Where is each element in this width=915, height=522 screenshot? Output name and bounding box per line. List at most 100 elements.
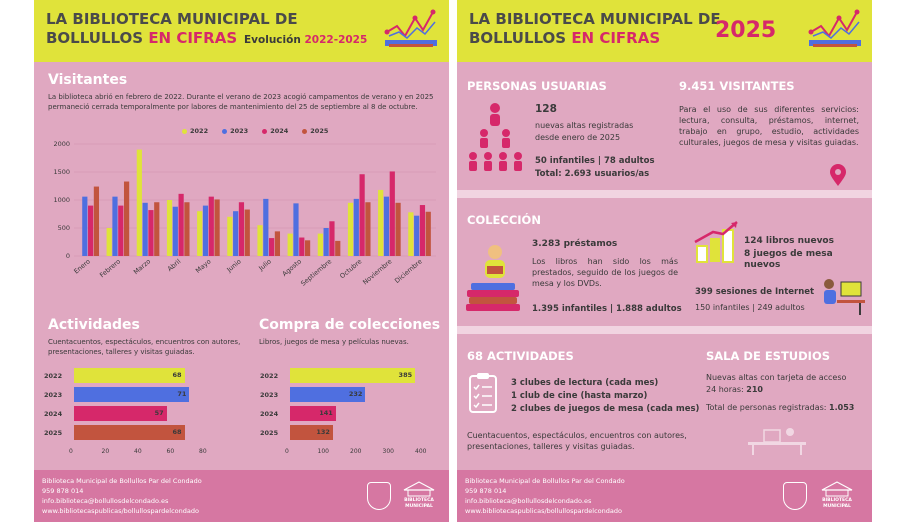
x-tick-label: 0 bbox=[69, 448, 73, 455]
bar-2022-noviembre bbox=[378, 189, 384, 256]
chart-growth-icon bbox=[384, 9, 437, 47]
footer-contact: Biblioteca Municipal de Bollullos Par de… bbox=[465, 476, 625, 516]
library-logo-text: BIBLIOTECA MUNICIPAL bbox=[396, 498, 442, 510]
legend-label: 2025 bbox=[310, 127, 329, 135]
right-header: LA BIBLIOTECA MUNICIPAL DE BOLLULLOS EN … bbox=[457, 0, 872, 62]
legend-label: 2023 bbox=[230, 127, 249, 135]
sala-line1: Nuevas altas con tarjeta de acceso bbox=[706, 373, 847, 382]
visitantes-text: Para el uso de sus diferentes servicios:… bbox=[679, 105, 859, 147]
x-tick-label: Agosto bbox=[281, 257, 303, 278]
legend-2022: 2022 bbox=[182, 127, 208, 135]
bar-2024-noviembre bbox=[389, 171, 395, 256]
study-desk-icon bbox=[748, 428, 806, 455]
bar-2025-abril bbox=[184, 202, 190, 256]
actividades-title: Actividades bbox=[48, 317, 140, 333]
actividades-title: 68 ACTIVIDADES bbox=[467, 349, 574, 363]
bar-2025-noviembre bbox=[395, 202, 401, 256]
location-pin-icon bbox=[830, 164, 846, 186]
bar-2024-febrero bbox=[118, 205, 124, 256]
x-tick-label: Octubre bbox=[338, 257, 363, 280]
actividades-text: Cuentacuentos, espectáculos, encuentros … bbox=[48, 338, 241, 356]
bar-2022-abril bbox=[166, 200, 173, 256]
bar-2023: 71 bbox=[74, 387, 190, 402]
bar-category-label: 2025 bbox=[44, 429, 63, 437]
legend-label: 2024 bbox=[270, 127, 289, 135]
footer-web[interactable]: www.bibliotecaspublicas/bollullospardelc… bbox=[465, 507, 622, 515]
visitantes-text: La biblioteca abrió en febrero de 2022. … bbox=[48, 93, 434, 111]
right-title: LA BIBLIOTECA MUNICIPAL DE BOLLULLOS EN … bbox=[469, 10, 721, 48]
act-line1: 3 clubes de lectura (cada mes) bbox=[511, 378, 659, 388]
coleccion-text: Los libros han sido los más prestados, s… bbox=[532, 257, 678, 288]
bar-2022-mayo bbox=[197, 211, 203, 256]
bar-2025-junio bbox=[244, 209, 250, 256]
bar-2024-octubre bbox=[359, 174, 365, 256]
bar-2024-agosto bbox=[299, 237, 305, 256]
visitantes-bar-chart: 0 500 1000 1500 2000 Enero Febrero Marzo Abril Ma… bbox=[53, 140, 436, 288]
bar-2024-julio bbox=[269, 238, 275, 256]
footer-email[interactable]: info.biblioteca@bollullosdelcondado.es bbox=[465, 497, 592, 505]
logo-text2: MUNICIPAL bbox=[405, 504, 433, 509]
bar-2022-febrero bbox=[106, 228, 112, 256]
reading-books-icon bbox=[466, 245, 520, 311]
year-label: 2025 bbox=[715, 18, 777, 43]
sala-line2-label: 24 horas: bbox=[706, 385, 747, 394]
left-footer: Biblioteca Municipal de Bollullos Par de… bbox=[34, 470, 449, 522]
footer-web[interactable]: www.bibliotecaspublicas/bollullospardelc… bbox=[42, 507, 199, 515]
coleccion-split: 1.395 infantiles | 1.888 adultos bbox=[532, 304, 682, 314]
title-line2b: EN CIFRAS bbox=[571, 29, 661, 47]
left-infographic: LA BIBLIOTECA MUNICIPAL DE BOLLULLOS EN … bbox=[34, 0, 449, 522]
y-tick-label: 1500 bbox=[53, 168, 70, 176]
municipal-seal-icon bbox=[783, 482, 807, 510]
logo-text1: BIBLIOTECA bbox=[822, 498, 852, 503]
bar-2024: 57 bbox=[74, 406, 167, 421]
x-tick-label: Febrero bbox=[98, 257, 122, 279]
x-tick-label: Abril bbox=[166, 257, 183, 273]
library-logo-icon bbox=[403, 481, 435, 497]
x-tick-label: 0 bbox=[285, 448, 289, 455]
compra-title: Compra de colecciones bbox=[259, 317, 441, 333]
sala-line2: 24 horas: 210 bbox=[706, 384, 763, 395]
bar-2022-diciembre bbox=[408, 212, 414, 256]
footer-name: Biblioteca Municipal de Bollullos Par de… bbox=[465, 477, 625, 485]
usuarias-line4: Total: 2.693 usuarios/as bbox=[535, 169, 650, 179]
footer-email[interactable]: info.biblioteca@bollullosdelcondado.es bbox=[42, 497, 169, 505]
usuarias-title: PERSONAS USUARIAS bbox=[467, 79, 607, 93]
people-pyramid-icon bbox=[469, 103, 522, 171]
x-tick-label: Diciembre bbox=[393, 257, 424, 284]
bar-category-label: 2022 bbox=[44, 372, 63, 380]
bar-2025-marzo bbox=[154, 202, 160, 256]
bar-2024-enero bbox=[88, 205, 94, 256]
separator bbox=[457, 326, 872, 334]
y-tick-label: 0 bbox=[66, 252, 70, 260]
x-tick-label: 200 bbox=[350, 448, 362, 455]
checklist-icon bbox=[469, 373, 497, 413]
right-infographic: LA BIBLIOTECA MUNICIPAL DE BOLLULLOS EN … bbox=[457, 0, 872, 522]
bar-2022-septiembre bbox=[317, 233, 323, 256]
bar-2023-abril bbox=[172, 206, 178, 256]
bar-category-label: 2025 bbox=[260, 429, 279, 437]
visitantes-title: 9.451 VISITANTES bbox=[679, 79, 795, 93]
bar-2025-diciembre bbox=[425, 211, 431, 256]
bar-2025-enero bbox=[93, 186, 100, 256]
legend-2023: 2023 bbox=[222, 127, 248, 135]
chart-growth-icon bbox=[808, 9, 861, 47]
footer-name: Biblioteca Municipal de Bollullos Par de… bbox=[42, 477, 202, 485]
libros-nuevos: 124 libros nuevos bbox=[744, 236, 834, 246]
title-line1: LA BIBLIOTECA MUNICIPAL DE bbox=[46, 10, 298, 28]
bar-2025-febrero bbox=[123, 181, 130, 256]
x-tick-label: 80 bbox=[199, 448, 207, 455]
bar-2022-agosto bbox=[287, 233, 293, 256]
usuarias-line1: nuevas altas registradas bbox=[535, 121, 634, 130]
bar-category-label: 2023 bbox=[44, 391, 63, 399]
internet-split: 150 infantiles | 249 adultos bbox=[695, 303, 805, 312]
bar-2024-septiembre bbox=[329, 221, 335, 256]
subtitle-a: Evolución bbox=[244, 34, 305, 46]
title-line2: BOLLULLOS EN CIFRAS bbox=[469, 29, 721, 48]
sala-line3-label: Total de personas registradas: bbox=[706, 403, 830, 412]
municipal-seal-icon bbox=[367, 482, 391, 510]
bar-category-label: 2024 bbox=[260, 410, 279, 418]
x-tick-label: 40 bbox=[134, 448, 142, 455]
separator bbox=[457, 190, 872, 198]
coleccion-title: COLECCIÓN bbox=[467, 213, 541, 227]
legend-2025: 2025 bbox=[302, 127, 328, 135]
